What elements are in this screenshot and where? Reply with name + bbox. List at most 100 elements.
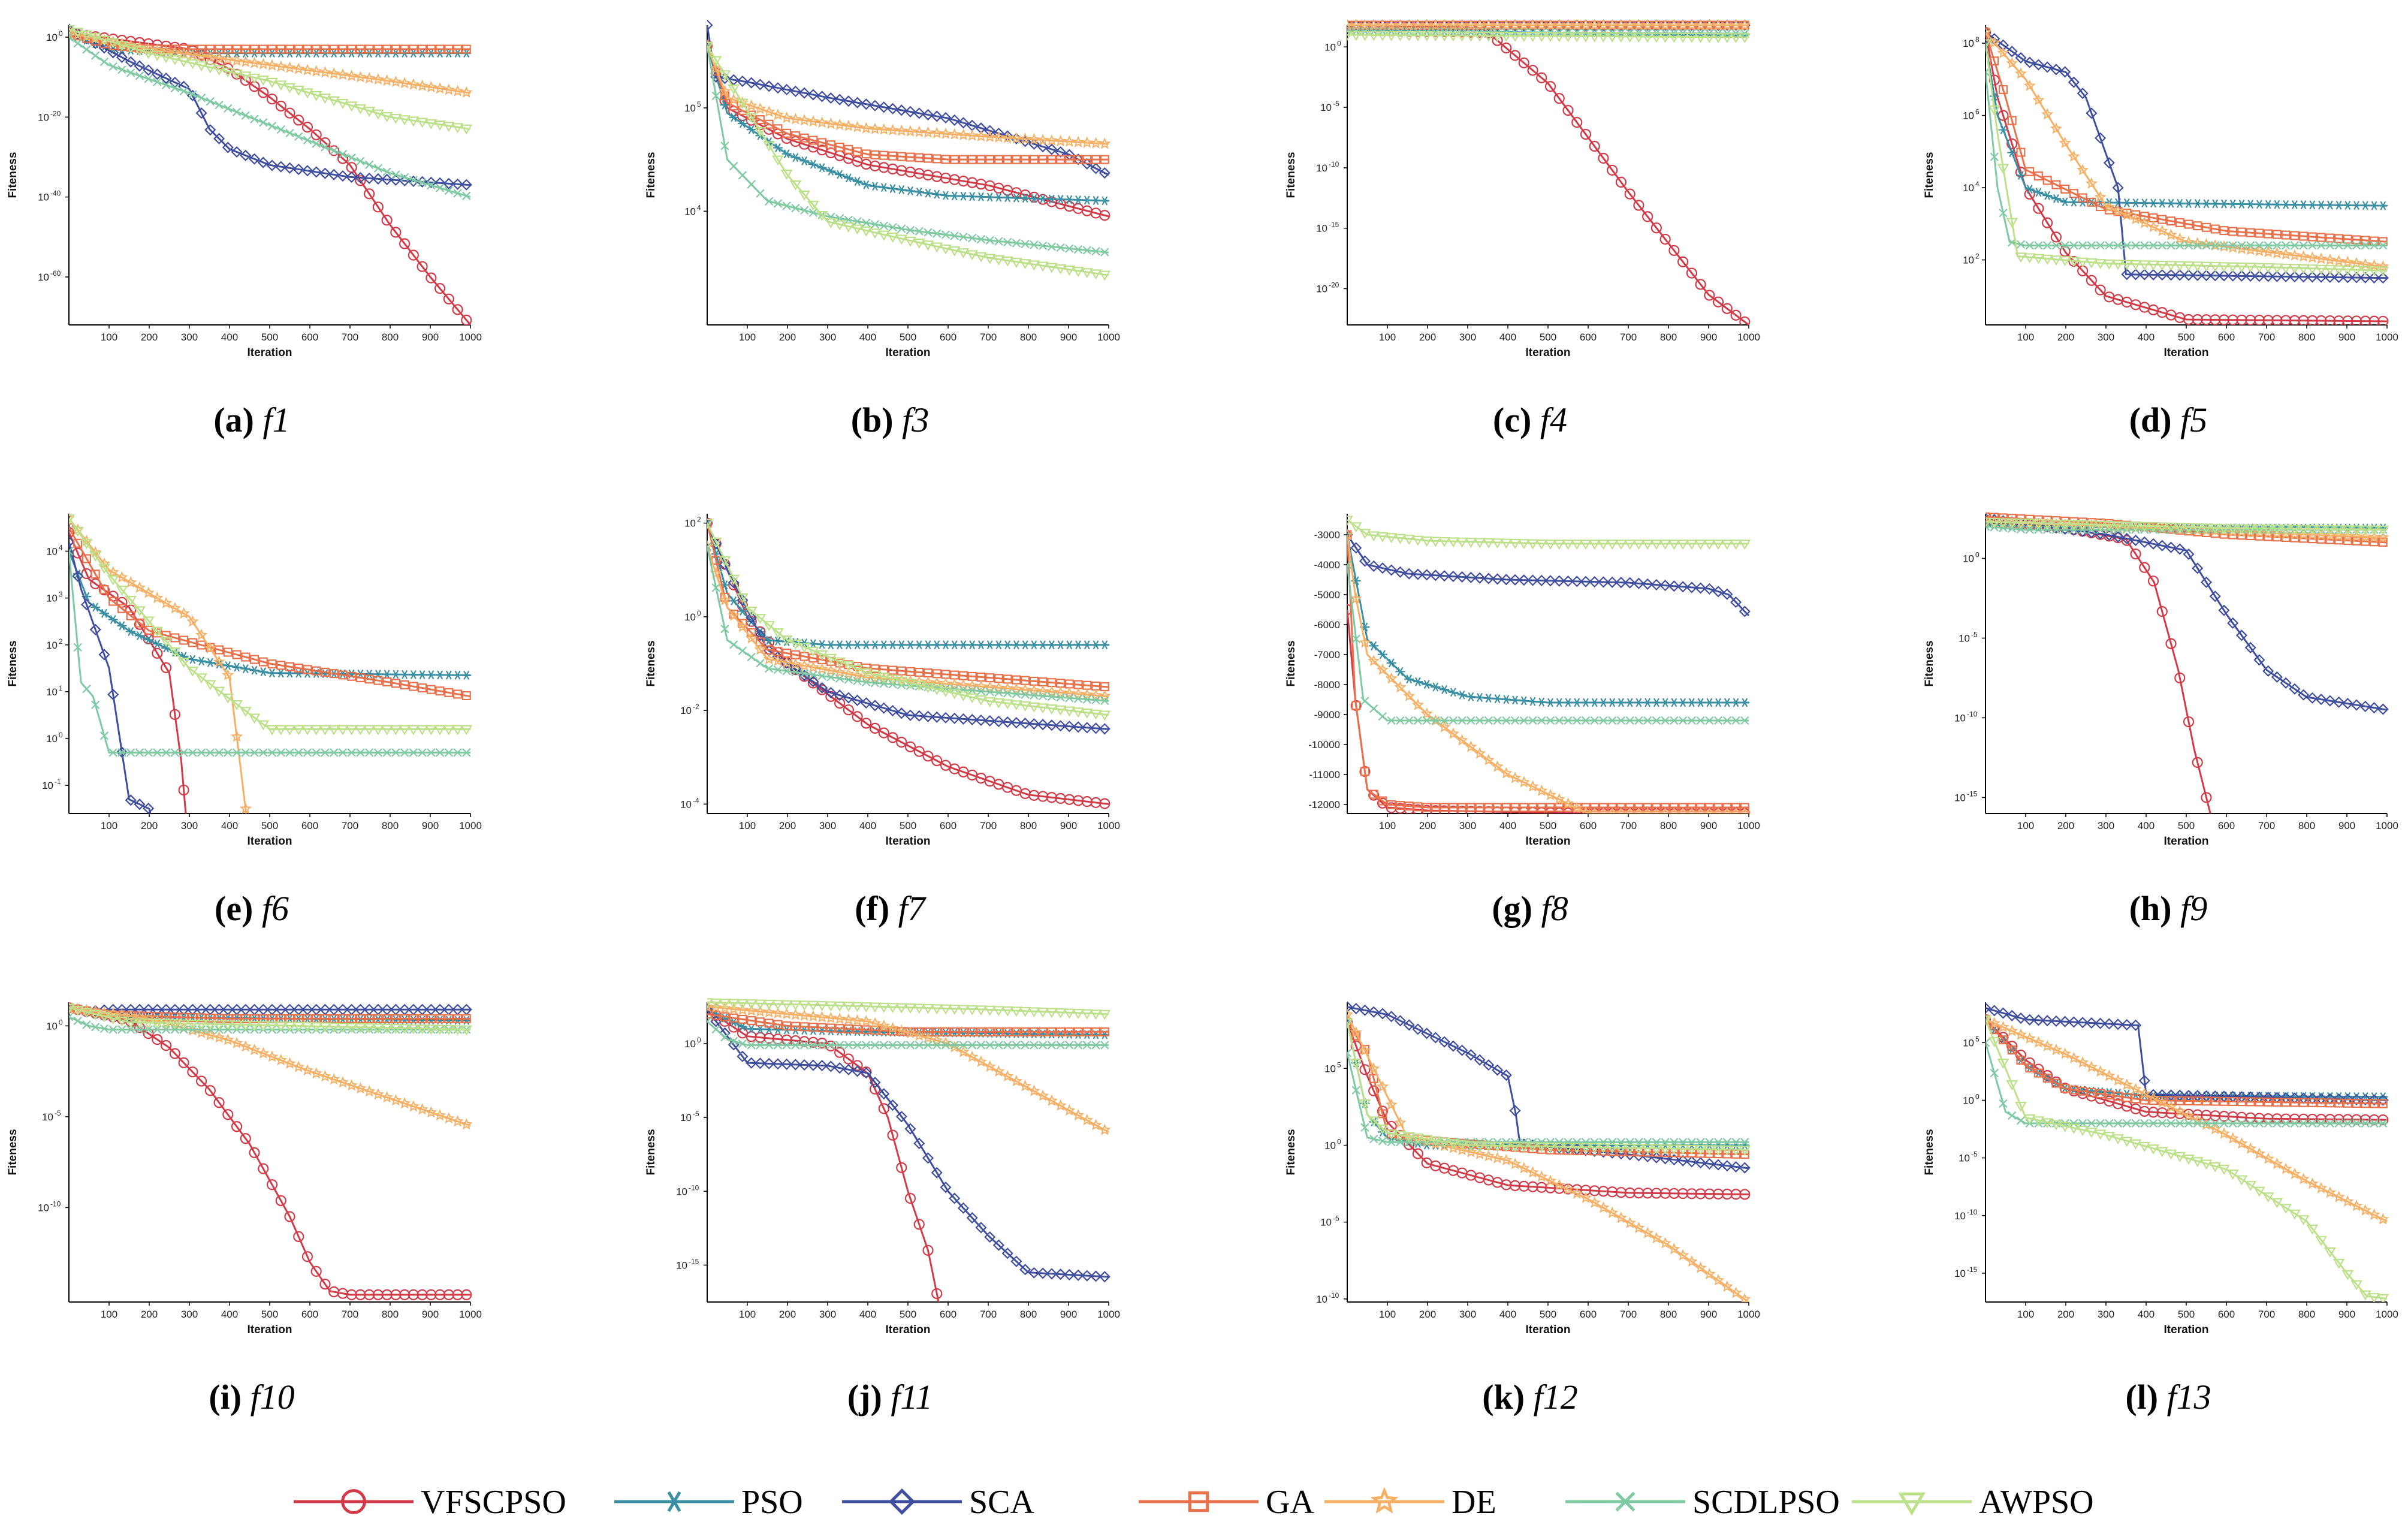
x-tick-label: 1000 <box>2376 820 2398 831</box>
scdlpso-point <box>773 665 783 674</box>
ga-point <box>338 1014 348 1023</box>
scdlpso-point <box>2246 241 2255 250</box>
pso-point <box>977 640 984 650</box>
awpso-point <box>2218 262 2230 273</box>
scdlpso-point <box>188 748 197 757</box>
de-point <box>2129 212 2142 225</box>
y-tick-exponent: 4 <box>1975 180 1979 188</box>
scdlpso-point <box>2043 241 2052 250</box>
series-sca <box>1347 529 1751 617</box>
awpso-point <box>2209 523 2222 534</box>
awpso-point <box>177 57 190 68</box>
sca-point <box>2333 272 2345 284</box>
sca-point <box>107 47 119 59</box>
vfscpso-point <box>1598 152 1609 164</box>
x-tick-label: 800 <box>1020 820 1037 831</box>
awpso-point <box>1045 704 1058 715</box>
scdlpso-point <box>427 180 436 190</box>
x-tick-label: 900 <box>1060 331 1077 343</box>
awpso-point <box>354 104 367 114</box>
scdlpso-point <box>69 550 74 556</box>
sca-point <box>372 173 384 185</box>
ga-point <box>329 44 339 54</box>
scdlpso-point <box>2273 525 2282 534</box>
ga-point <box>2228 227 2238 236</box>
scdlpso-point <box>862 1041 871 1050</box>
scdlpso-point <box>2370 241 2379 250</box>
de-point <box>1517 776 1530 788</box>
caption-function: f10 <box>251 1378 295 1417</box>
scdlpso-point <box>161 80 171 89</box>
plot-area <box>707 998 1111 1302</box>
ga-point <box>1038 155 1048 164</box>
awpso-point <box>186 59 199 70</box>
awpso-point <box>69 1003 75 1014</box>
x-tick-label: 300 <box>2098 820 2114 831</box>
awpso-point <box>460 1025 473 1036</box>
de-point <box>231 54 243 66</box>
sca-point <box>931 711 943 723</box>
de-point <box>434 1109 446 1121</box>
caption: (g) f8 <box>1492 889 1568 928</box>
awpso-point <box>2120 260 2133 270</box>
scdlpso-point <box>791 668 800 677</box>
de-point <box>319 1070 331 1082</box>
awpso-point <box>390 1024 402 1034</box>
de-point <box>248 1044 261 1056</box>
awpso-point <box>895 234 908 245</box>
sca-point <box>1703 583 1715 595</box>
x-tick-label: 900 <box>1060 1309 1077 1320</box>
awpso-point <box>442 122 455 132</box>
sca-point <box>869 100 881 111</box>
x-tick-label: 400 <box>859 1309 876 1320</box>
de-point <box>825 664 837 676</box>
de-point <box>869 1017 882 1029</box>
pso-point <box>2141 198 2148 208</box>
sca-point <box>2235 629 2248 641</box>
awpso-point <box>1474 31 1486 42</box>
vfscpso-point <box>834 697 846 709</box>
pso-point <box>898 185 905 194</box>
pso-point <box>2044 191 2051 200</box>
awpso-point <box>807 200 819 211</box>
plot-area <box>1985 26 2389 325</box>
vfscpso-point <box>178 784 189 796</box>
de-point <box>860 122 873 134</box>
awpso-point <box>283 725 296 736</box>
scdlpso-point <box>879 1041 888 1050</box>
scdlpso-point <box>2157 241 2166 250</box>
scdlpso-point <box>267 122 277 131</box>
de-point <box>2377 531 2389 543</box>
scdlpso-point <box>2219 241 2229 250</box>
sca-point <box>1518 574 1530 586</box>
sca-point <box>143 64 155 76</box>
scdlpso-point <box>126 1025 135 1034</box>
scdlpso-point <box>179 1025 188 1034</box>
pso-point <box>748 1024 755 1033</box>
awpso-point <box>2165 522 2177 533</box>
de-point <box>133 581 146 593</box>
awpso-point <box>1500 538 1513 549</box>
series-vfscpso <box>1985 26 2389 325</box>
vfscpso-point <box>2192 314 2203 325</box>
vfscpso-point <box>2147 575 2159 587</box>
awpso-point <box>434 120 446 131</box>
caption: (e) f6 <box>215 889 289 928</box>
awpso-point <box>372 109 384 120</box>
series-awpso <box>69 25 473 135</box>
pso-point <box>445 670 452 680</box>
x-tick-label: 200 <box>779 820 796 831</box>
awpso-point <box>2059 520 2071 530</box>
sca-point <box>2298 689 2310 701</box>
awpso-point <box>248 713 261 724</box>
awpso-point <box>1099 710 1111 721</box>
vfscpso-point <box>1668 245 1680 257</box>
awpso-point <box>1580 32 1592 43</box>
ga-point <box>720 1012 729 1021</box>
scdlpso-point <box>391 748 400 757</box>
awpso-point <box>1350 522 1362 533</box>
scdlpso-point <box>2008 524 2017 533</box>
pso-point <box>2035 188 2042 197</box>
y-tick-exponent: 1 <box>59 684 63 692</box>
awpso-point <box>2368 525 2380 536</box>
